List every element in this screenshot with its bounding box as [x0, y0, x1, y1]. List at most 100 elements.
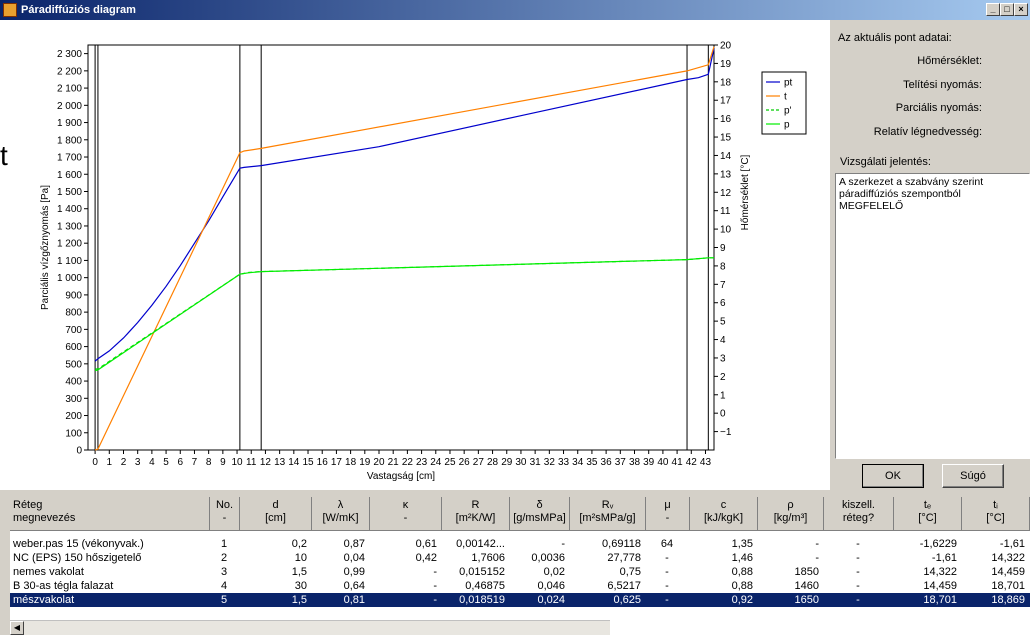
column-header[interactable]: ρ [kg/m³]	[758, 497, 824, 531]
table-row[interactable]: nemes vakolat 3 1,5 0,99 - 0,015152 0,02 0,75 - 0…	[10, 565, 1030, 579]
column-header[interactable]: Réteg megnevezés	[10, 497, 210, 531]
x-tick-label: 12	[260, 457, 272, 468]
column-header[interactable]: No. -	[210, 497, 240, 531]
column-header[interactable]: c [kJ/kgK]	[690, 497, 758, 531]
column-header-title: R	[471, 499, 480, 511]
legend-entry: p	[784, 120, 790, 131]
column-header-title: No.	[215, 499, 234, 511]
y2-tick-label: 5	[720, 317, 726, 328]
column-header-title: Réteg	[13, 499, 43, 511]
column-header[interactable]: δ [g/msMPa]	[510, 497, 570, 531]
table-cell: 1,5	[291, 594, 307, 606]
table-cell: 0,81	[343, 594, 365, 606]
app-icon	[3, 3, 17, 17]
y2-tick-label: 14	[720, 151, 732, 162]
help-button[interactable]: Súgó	[942, 464, 1004, 488]
table-cell: -	[856, 566, 860, 578]
x-tick-label: 28	[487, 457, 499, 468]
column-header[interactable]: μ-	[646, 497, 690, 531]
column-header-unit: [°C]	[986, 512, 1005, 524]
table-cell: 0,92	[731, 594, 753, 606]
table-cell: 0,64	[343, 580, 365, 592]
table-row[interactable]: B 30-as tégla falazat 4 30 0,64 - 0,46875 0,04…	[10, 579, 1030, 593]
y2-tick-label: 16	[720, 114, 732, 125]
table-cell: 1,5	[291, 566, 307, 578]
x-tick-label: 42	[686, 457, 698, 468]
y-tick-label: 700	[65, 325, 82, 336]
table-cell: 0,46875	[465, 580, 505, 592]
y2-axis-label: Hőmérséklet [°C]	[740, 154, 751, 230]
y2-tick-label: 12	[720, 188, 732, 199]
table-cell: 14,459	[991, 566, 1025, 578]
y-tick-label: 100	[65, 428, 82, 439]
table-cell: 2	[220, 552, 228, 564]
column-header-unit: [m²sMPa/g]	[579, 512, 636, 524]
scroll-left-icon[interactable]: ◀	[10, 621, 24, 635]
table-row[interactable]: weber.pas 15 (vékonyvak.) 1 0,2 0,87 0,61 0,0…	[10, 537, 1030, 551]
table-cell: 3	[220, 566, 228, 578]
legend-entry: t	[784, 92, 787, 103]
table-cell: 0,87	[343, 538, 365, 550]
maximize-button[interactable]: □	[1000, 3, 1014, 16]
x-tick-label: 17	[331, 457, 343, 468]
x-tick-label: 9	[220, 457, 226, 468]
y-tick-label: 1 200	[57, 239, 82, 250]
report-label: Vizsgálati jelentés:	[840, 156, 931, 168]
column-header[interactable]: tₑ [°C]	[894, 497, 962, 531]
column-header[interactable]: κ-	[370, 497, 442, 531]
table-cell: -	[815, 552, 819, 564]
table-cell: B 30-as tégla falazat	[13, 580, 114, 592]
table-cell: 0,99	[343, 566, 365, 578]
table-cell: 1,46	[731, 552, 753, 564]
x-tick-label: 31	[530, 457, 542, 468]
stray-letter: t	[0, 140, 8, 171]
table-cell: -	[856, 552, 860, 564]
y-tick-label: 1 500	[57, 187, 82, 198]
table-cell: -	[433, 580, 437, 592]
report-textbox[interactable]: A szerkezet a szabvány szerint páradiffú…	[835, 173, 1030, 459]
table-cell: 0,04	[343, 552, 365, 564]
table-cell: -	[433, 594, 437, 606]
column-header-title: κ	[402, 499, 409, 511]
close-button[interactable]: ×	[1014, 3, 1028, 16]
x-tick-label: 0	[92, 457, 98, 468]
table-cell: 0,046	[537, 580, 565, 592]
x-tick-label: 20	[373, 457, 385, 468]
table-cell: 0,42	[415, 552, 437, 564]
y2-tick-label: 4	[720, 335, 726, 346]
y-tick-label: 2 100	[57, 84, 82, 95]
table-row[interactable]: mészvakolat 5 1,5 0,81 - 0,018519 0,024 0,625 - 0…	[10, 593, 1030, 607]
column-header-title: ρ	[787, 499, 794, 511]
y-tick-label: 1 900	[57, 118, 82, 129]
table-row[interactable]: NC (EPS) 150 hőszigetelő 2 10 0,04 0,42 1,760…	[10, 551, 1030, 565]
table-cell: 0,61	[415, 538, 437, 550]
y-tick-label: 2 200	[57, 66, 82, 77]
x-tick-label: 14	[288, 457, 300, 468]
diffusion-chart[interactable]: 0 1 2 3 4 5 6 7 8 9 10 11 12 13 14 15 16 17 18 19 20 21 22 23 24…	[0, 20, 830, 490]
table-cell: 27,778	[607, 552, 641, 564]
column-header[interactable]: Rᵥ [m²sMPa/g]	[570, 497, 646, 531]
table-cell: 0,0036	[531, 552, 565, 564]
column-header[interactable]: tᵢ [°C]	[962, 497, 1030, 531]
table-cell: NC (EPS) 150 hőszigetelő	[13, 552, 142, 564]
table-cell: 1,7606	[471, 552, 505, 564]
column-header[interactable]: d [cm]	[240, 497, 312, 531]
column-header-unit: -	[222, 512, 227, 524]
column-header[interactable]: R [m²K/W]	[442, 497, 510, 531]
x-tick-label: 25	[444, 457, 456, 468]
column-header[interactable]: λ [W/mK]	[312, 497, 370, 531]
table-cell: 0,024	[537, 594, 565, 606]
title-bar: Páradiffúziós diagram _ □ ×	[0, 0, 1030, 20]
table-cell: 0,88	[731, 566, 753, 578]
table-cell: mészvakolat	[13, 594, 75, 606]
table-cell: 14,459	[923, 580, 957, 592]
legend-entry: pt	[784, 78, 793, 89]
x-tick-label: 4	[149, 457, 155, 468]
column-header-unit: [°C]	[918, 512, 937, 524]
minimize-button[interactable]: _	[986, 3, 1000, 16]
x-tick-label: 23	[416, 457, 428, 468]
ok-button[interactable]: OK	[862, 464, 924, 488]
horizontal-scrollbar[interactable]: ◀	[10, 620, 610, 635]
column-header[interactable]: kiszell. réteg?	[824, 497, 894, 531]
x-tick-label: 36	[601, 457, 613, 468]
